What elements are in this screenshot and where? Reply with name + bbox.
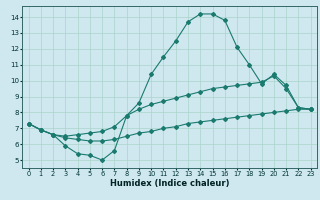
X-axis label: Humidex (Indice chaleur): Humidex (Indice chaleur) (110, 179, 229, 188)
